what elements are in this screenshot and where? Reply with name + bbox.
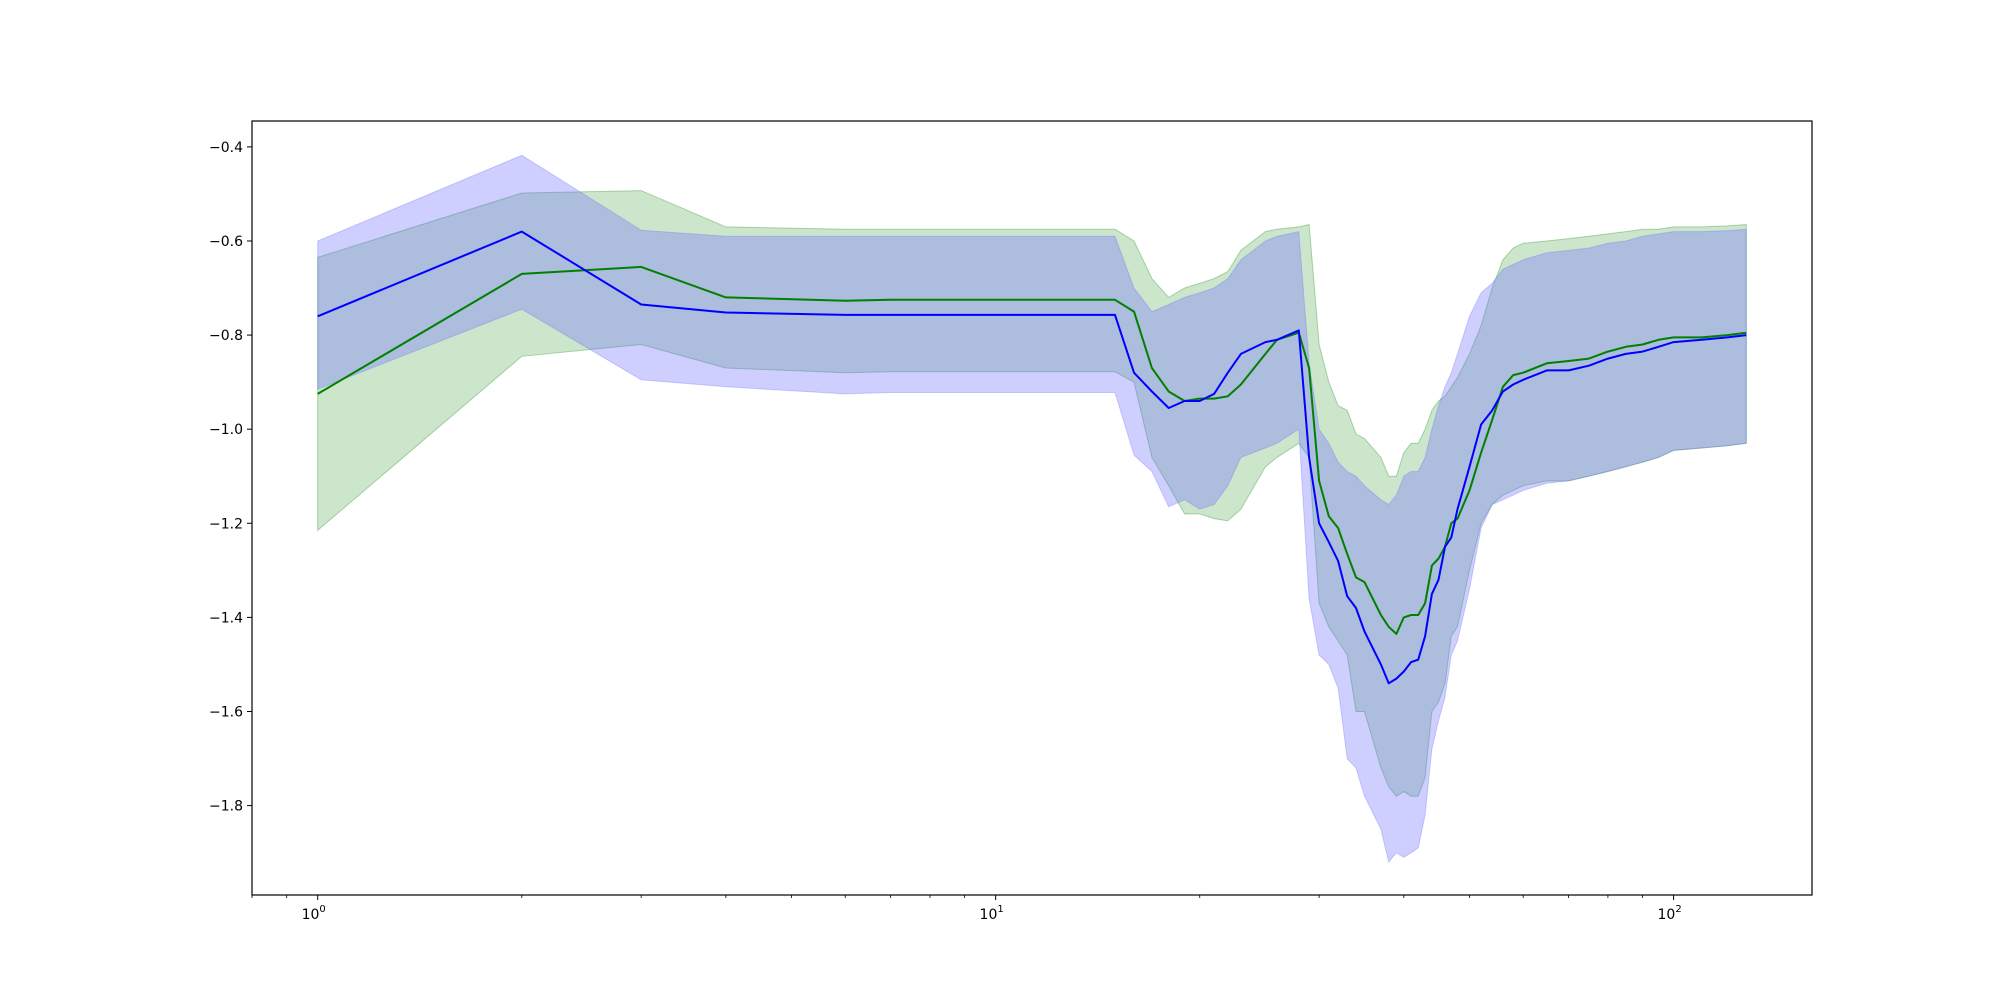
y-axis: −0.4 −0.6 −0.8 −1.0 −1.2 −1.4 −1.6 −1.8: [209, 140, 252, 815]
series-line-1: [317, 265, 1747, 635]
confidence-bands: [317, 154, 1747, 864]
x-tick-label: 100: [302, 904, 326, 923]
band-2: [317, 154, 1747, 864]
series-line-2: [317, 230, 1747, 685]
y-tick-label: −0.4: [209, 140, 243, 156]
y-tick-label: −0.8: [209, 328, 243, 344]
axes-frame: [251, 120, 1813, 896]
band-1: [317, 190, 1747, 797]
y-tick-label: −1.2: [209, 516, 243, 532]
x-axis: 100 101 102: [251, 895, 1682, 923]
y-tick-label: −1.4: [209, 610, 243, 626]
y-tick-label: −1.6: [209, 704, 243, 720]
y-tick-label: −0.6: [209, 234, 243, 250]
x-tick-label: 101: [980, 904, 1004, 923]
y-tick-label: −1.0: [209, 422, 243, 438]
x-tick-label: 102: [1658, 904, 1682, 923]
y-tick-label: −1.8: [209, 799, 243, 815]
series-lines: [317, 230, 1747, 685]
